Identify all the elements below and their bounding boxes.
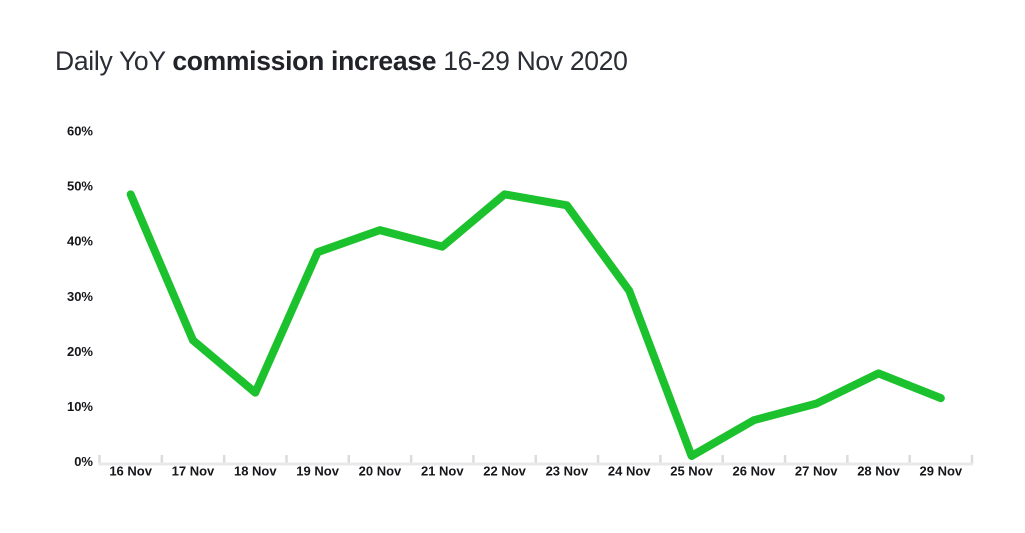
y-axis-tick-label: 60% xyxy=(67,124,93,139)
y-axis-tick-label: 40% xyxy=(67,234,93,249)
y-axis-tick-label: 20% xyxy=(67,344,93,359)
x-axis-label: 20 Nov xyxy=(359,464,402,479)
x-axis-label: 27 Nov xyxy=(795,464,838,479)
chart-title-emphasis: commission increase xyxy=(172,46,437,76)
x-axis-label: 22 Nov xyxy=(483,464,526,479)
x-axis-label: 18 Nov xyxy=(234,464,277,479)
x-axis-label: 19 Nov xyxy=(296,464,339,479)
x-axis-label: 28 Nov xyxy=(857,464,900,479)
y-axis-tick-label: 30% xyxy=(67,289,93,304)
x-axis-label: 25 Nov xyxy=(670,464,713,479)
series-line xyxy=(126,190,945,460)
x-axis-label: 23 Nov xyxy=(546,464,589,479)
x-axis-label: 29 Nov xyxy=(920,464,963,479)
y-axis-tick-label: 10% xyxy=(67,399,93,414)
x-axis-label: 21 Nov xyxy=(421,464,464,479)
x-axis-label: 16 Nov xyxy=(109,464,152,479)
x-axis-label: 26 Nov xyxy=(733,464,776,479)
chart-title-suffix: 16-29 Nov 2020 xyxy=(436,46,628,76)
x-axis-label: 24 Nov xyxy=(608,464,651,479)
chart-title: Daily YoY commission increase 16-29 Nov … xyxy=(55,46,628,77)
chart-title-prefix: Daily YoY xyxy=(55,46,173,76)
y-axis-tick-label: 50% xyxy=(67,179,93,194)
x-axis-label: 17 Nov xyxy=(172,464,215,479)
y-axis-tick-label: 0% xyxy=(74,454,93,469)
